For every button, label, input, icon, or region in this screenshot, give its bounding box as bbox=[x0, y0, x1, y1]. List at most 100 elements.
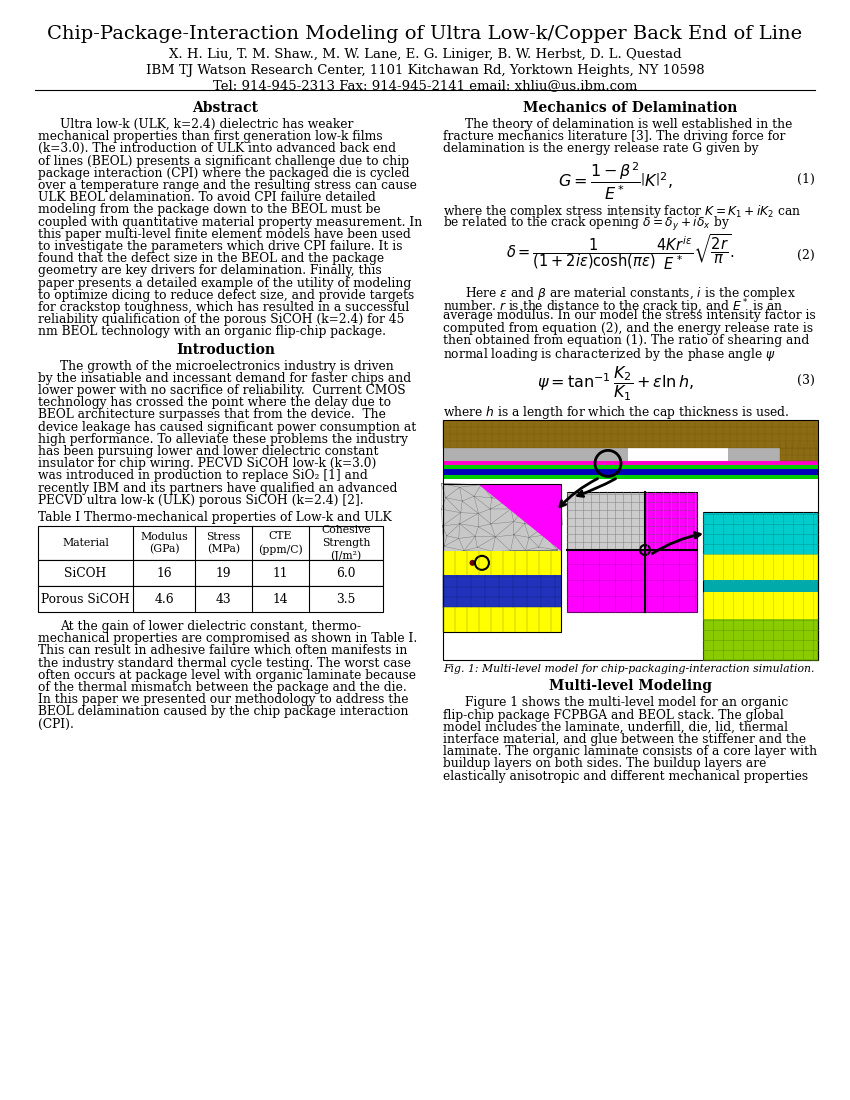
Bar bbox=[567, 550, 697, 613]
Text: nm BEOL technology with an organic flip-chip package.: nm BEOL technology with an organic flip-… bbox=[38, 326, 386, 339]
Text: Mechanics of Delamination: Mechanics of Delamination bbox=[524, 101, 738, 116]
Text: (2): (2) bbox=[797, 249, 815, 262]
Text: $G = \dfrac{1-\beta^2}{E^*}\left|K\right|^2,$: $G = \dfrac{1-\beta^2}{E^*}\left|K\right… bbox=[558, 161, 673, 202]
Text: 6.0: 6.0 bbox=[337, 566, 356, 580]
Text: be related to the crack opening $\delta = \delta_y + i\delta_x$ by: be related to the crack opening $\delta … bbox=[443, 214, 730, 233]
Bar bbox=[443, 465, 818, 470]
Bar bbox=[443, 475, 818, 480]
Text: average modulus. In our model the stress intensity factor is: average modulus. In our model the stress… bbox=[443, 309, 816, 322]
Text: At the gain of lower dielectric constant, thermo-: At the gain of lower dielectric constant… bbox=[60, 620, 361, 632]
Text: has been pursuing lower and lower dielectric constant: has been pursuing lower and lower dielec… bbox=[38, 446, 378, 458]
Text: mechanical properties are compromised as shown in Table I.: mechanical properties are compromised as… bbox=[38, 632, 417, 646]
Text: found that the defect size in the BEOL and the package: found that the defect size in the BEOL a… bbox=[38, 252, 384, 265]
Bar bbox=[443, 420, 818, 449]
Bar bbox=[703, 619, 818, 660]
Text: package interaction (CPI) where the packaged die is cycled: package interaction (CPI) where the pack… bbox=[38, 167, 410, 179]
Text: flip-chip package FCPBGA and BEOL stack. The global: flip-chip package FCPBGA and BEOL stack.… bbox=[443, 708, 784, 722]
Text: modeling from the package down to the BEOL must be: modeling from the package down to the BE… bbox=[38, 204, 381, 217]
Text: (CPI).: (CPI). bbox=[38, 717, 74, 730]
Text: technology has crossed the point where the delay due to: technology has crossed the point where t… bbox=[38, 396, 391, 409]
Text: BEOL delamination caused by the chip package interaction: BEOL delamination caused by the chip pac… bbox=[38, 705, 409, 718]
Text: CTE
(ppm/C): CTE (ppm/C) bbox=[258, 531, 303, 554]
Circle shape bbox=[469, 560, 475, 565]
Text: X. H. Liu, T. M. Shaw., M. W. Lane, E. G. Liniger, B. W. Herbst, D. L. Questad: X. H. Liu, T. M. Shaw., M. W. Lane, E. G… bbox=[168, 48, 682, 60]
Bar bbox=[780, 443, 818, 461]
Text: (1): (1) bbox=[797, 173, 815, 186]
Text: The theory of delamination is well established in the: The theory of delamination is well estab… bbox=[465, 118, 792, 131]
Text: geometry are key drivers for delamination. Finally, this: geometry are key drivers for delaminatio… bbox=[38, 264, 382, 277]
Bar bbox=[703, 592, 818, 619]
Text: 3.5: 3.5 bbox=[337, 593, 355, 605]
Text: for crackstop toughness, which has resulted in a successful: for crackstop toughness, which has resul… bbox=[38, 301, 409, 314]
Bar bbox=[443, 470, 818, 475]
Text: SiCOH: SiCOH bbox=[65, 566, 106, 580]
Bar bbox=[703, 513, 818, 660]
Bar bbox=[38, 560, 383, 586]
Text: paper presents a detailed example of the utility of modeling: paper presents a detailed example of the… bbox=[38, 276, 411, 289]
Text: Stress
(MPa): Stress (MPa) bbox=[207, 531, 241, 554]
Text: of the thermal mismatch between the package and the die.: of the thermal mismatch between the pack… bbox=[38, 681, 407, 694]
Text: coupled with quantitative material property measurement. In: coupled with quantitative material prope… bbox=[38, 216, 422, 229]
Text: Modulus
(GPa): Modulus (GPa) bbox=[140, 531, 188, 554]
Text: the industry standard thermal cycle testing. The worst case: the industry standard thermal cycle test… bbox=[38, 657, 411, 670]
Text: $\psi = \tan^{-1}\dfrac{K_2}{K_1} + \varepsilon \ln h,$: $\psi = \tan^{-1}\dfrac{K_2}{K_1} + \var… bbox=[537, 364, 694, 403]
Text: (k=3.0). The introduction of ULK into advanced back end: (k=3.0). The introduction of ULK into ad… bbox=[38, 142, 396, 155]
Text: In this paper we presented our methodology to address the: In this paper we presented our methodolo… bbox=[38, 693, 409, 706]
Text: Here $\varepsilon$ and $\beta$ are material constants, $i$ is the complex: Here $\varepsilon$ and $\beta$ are mater… bbox=[465, 285, 796, 303]
Text: PECVD ultra low-k (ULK) porous SiCOH (k=2.4) [2].: PECVD ultra low-k (ULK) porous SiCOH (k=… bbox=[38, 494, 364, 507]
Text: by the insatiable and incessant demand for faster chips and: by the insatiable and incessant demand f… bbox=[38, 372, 411, 385]
Bar bbox=[567, 493, 697, 550]
Text: then obtained from equation (1). The ratio of shearing and: then obtained from equation (1). The rat… bbox=[443, 333, 809, 346]
Text: delamination is the energy release rate G given by: delamination is the energy release rate … bbox=[443, 142, 758, 155]
Bar bbox=[443, 484, 561, 632]
Text: 16: 16 bbox=[156, 566, 172, 580]
Text: buildup layers on both sides. The buildup layers are: buildup layers on both sides. The buildu… bbox=[443, 758, 767, 770]
Text: lower power with no sacrifice of reliability.  Current CMOS: lower power with no sacrifice of reliabi… bbox=[38, 384, 405, 397]
Text: 19: 19 bbox=[216, 566, 231, 580]
Text: Chip-Package-Interaction Modeling of Ultra Low-k/Copper Back End of Line: Chip-Package-Interaction Modeling of Ult… bbox=[48, 25, 802, 43]
Text: 11: 11 bbox=[273, 566, 288, 580]
Text: model includes the laminate, underfill, die, lid, thermal: model includes the laminate, underfill, … bbox=[443, 720, 788, 734]
Text: fracture mechanics literature [3]. The driving force for: fracture mechanics literature [3]. The d… bbox=[443, 130, 785, 143]
Bar bbox=[443, 461, 818, 465]
Text: 4.6: 4.6 bbox=[154, 593, 173, 605]
Bar bbox=[443, 551, 561, 574]
Bar bbox=[703, 513, 818, 553]
Text: This can result in adhesive failure which often manifests in: This can result in adhesive failure whic… bbox=[38, 645, 407, 658]
Text: (3): (3) bbox=[797, 374, 815, 387]
Text: Fig. 1: Multi-level model for chip-packaging-interaction simulation.: Fig. 1: Multi-level model for chip-packa… bbox=[443, 664, 814, 674]
Text: The growth of the microelectronics industry is driven: The growth of the microelectronics indus… bbox=[60, 360, 394, 373]
Text: number. $r$ is the distance to the crack tip, and $E^*$ is an: number. $r$ is the distance to the crack… bbox=[443, 297, 784, 317]
Text: Porous SiCOH: Porous SiCOH bbox=[41, 593, 130, 605]
Bar bbox=[443, 607, 561, 632]
Text: Multi-level Modeling: Multi-level Modeling bbox=[549, 680, 712, 693]
Text: often occurs at package level with organic laminate because: often occurs at package level with organ… bbox=[38, 669, 416, 682]
Text: Figure 1 shows the multi-level model for an organic: Figure 1 shows the multi-level model for… bbox=[465, 696, 788, 710]
Text: mechanical properties than first generation low-k films: mechanical properties than first generat… bbox=[38, 130, 382, 143]
Text: Introduction: Introduction bbox=[176, 342, 275, 356]
Text: where the complex stress intensity factor $K = K_1 +iK_2$ can: where the complex stress intensity facto… bbox=[443, 202, 802, 220]
Text: where $h$ is a length for which the cap thickness is used.: where $h$ is a length for which the cap … bbox=[443, 404, 790, 421]
Bar bbox=[645, 493, 697, 550]
Text: elastically anisotropic and different mechanical properties: elastically anisotropic and different me… bbox=[443, 770, 808, 782]
Text: reliability qualification of the porous SiCOH (k=2.4) for 45: reliability qualification of the porous … bbox=[38, 314, 405, 327]
Text: insulator for chip wiring. PECVD SiCOH low-k (k=3.0): insulator for chip wiring. PECVD SiCOH l… bbox=[38, 458, 377, 470]
Text: Table I Thermo-mechanical properties of Low-k and ULK: Table I Thermo-mechanical properties of … bbox=[38, 512, 392, 524]
Text: ULK BEOL delamination. To avoid CPI failure detailed: ULK BEOL delamination. To avoid CPI fail… bbox=[38, 191, 376, 205]
Text: device leakage has caused significant power consumption at: device leakage has caused significant po… bbox=[38, 420, 416, 433]
Text: Material: Material bbox=[62, 538, 109, 548]
Text: was introduced in production to replace SiO₂ [1] and: was introduced in production to replace … bbox=[38, 470, 368, 483]
Text: over a temperature range and the resulting stress can cause: over a temperature range and the resulti… bbox=[38, 179, 416, 192]
Bar bbox=[567, 493, 697, 613]
Bar bbox=[703, 553, 818, 581]
Bar bbox=[443, 574, 561, 607]
Text: of lines (BEOL) presents a significant challenge due to chip: of lines (BEOL) presents a significant c… bbox=[38, 155, 409, 167]
Text: Tel: 914-945-2313 Fax: 914-945-2141 email: xhliu@us.ibm.com: Tel: 914-945-2313 Fax: 914-945-2141 emai… bbox=[212, 79, 638, 92]
Bar bbox=[703, 581, 818, 592]
Bar bbox=[38, 526, 383, 560]
Text: normal loading is characterized by the phase angle $\psi$: normal loading is characterized by the p… bbox=[443, 346, 776, 363]
Text: recently IBM and its partners have qualified an advanced: recently IBM and its partners have quali… bbox=[38, 482, 397, 495]
Text: 43: 43 bbox=[216, 593, 231, 605]
Bar bbox=[443, 484, 561, 551]
Text: Cohesive
Strength
(J/m²): Cohesive Strength (J/m²) bbox=[321, 525, 371, 561]
